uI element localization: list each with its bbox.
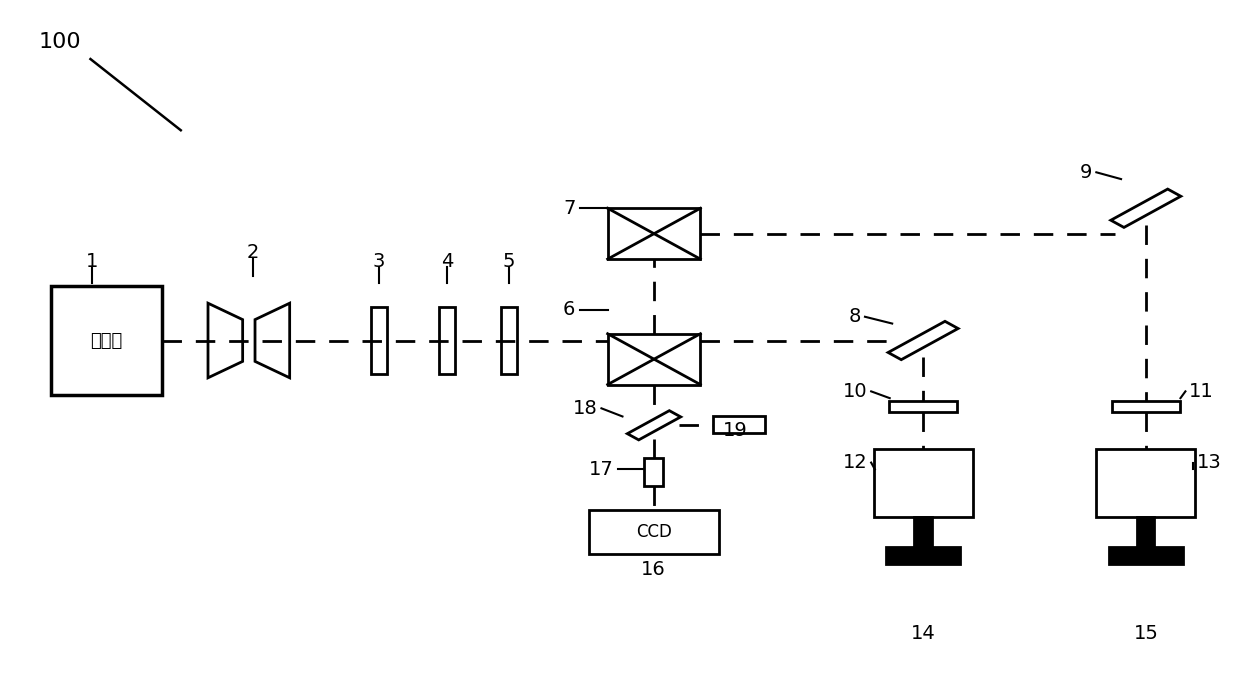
Text: 11: 11: [1189, 382, 1214, 401]
Text: 13: 13: [1197, 453, 1221, 472]
Bar: [1109, 548, 1183, 565]
Text: 7: 7: [563, 199, 575, 218]
Bar: [51, 286, 162, 395]
Bar: [608, 334, 701, 385]
Text: 1: 1: [86, 252, 98, 270]
Text: 15: 15: [1133, 624, 1158, 643]
Text: 4: 4: [440, 252, 453, 270]
Bar: [1096, 449, 1195, 517]
Bar: [608, 208, 701, 259]
Text: 12: 12: [843, 453, 868, 472]
Bar: [914, 517, 931, 548]
Bar: [1137, 517, 1154, 548]
Text: 9: 9: [1080, 163, 1092, 182]
Text: 17: 17: [589, 460, 614, 479]
Bar: [887, 548, 960, 565]
Text: 激光器: 激光器: [91, 332, 123, 349]
Bar: [874, 449, 972, 517]
Bar: [589, 510, 719, 554]
Text: 19: 19: [723, 421, 748, 439]
Bar: [439, 306, 455, 375]
Bar: [1112, 401, 1179, 412]
Bar: [889, 401, 957, 412]
Text: 6: 6: [563, 300, 575, 319]
Text: 18: 18: [573, 399, 598, 418]
Text: 2: 2: [247, 243, 259, 262]
Text: 5: 5: [502, 252, 515, 270]
Text: 8: 8: [849, 307, 862, 326]
Text: 100: 100: [38, 32, 81, 52]
Text: CCD: CCD: [636, 523, 672, 541]
Bar: [371, 306, 387, 375]
Text: 3: 3: [372, 252, 384, 270]
Bar: [713, 417, 765, 433]
Text: 16: 16: [641, 560, 666, 580]
Text: 10: 10: [843, 382, 868, 401]
Text: 14: 14: [910, 624, 935, 643]
Bar: [644, 458, 663, 486]
Bar: [501, 306, 517, 375]
